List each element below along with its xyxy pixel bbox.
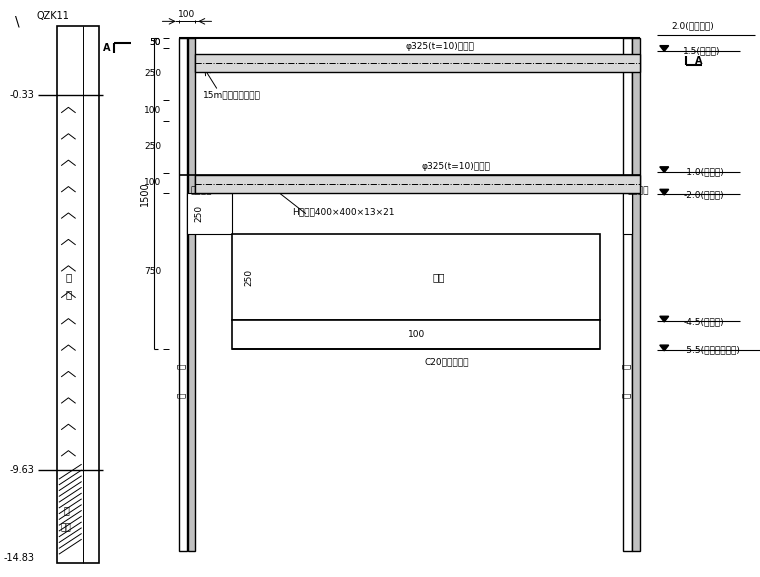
Bar (623, 38, 632, 551)
Text: \: \ (15, 14, 20, 28)
Text: 250: 250 (144, 69, 161, 78)
Text: 砂: 砂 (63, 505, 69, 516)
Text: -9.63: -9.63 (9, 465, 34, 475)
Bar (232, 320, 600, 349)
Text: φ325(t=10)钐支撑: φ325(t=10)钐支撑 (421, 162, 490, 171)
Polygon shape (660, 345, 669, 351)
Text: A: A (695, 55, 702, 66)
Bar (188, 38, 195, 551)
Text: QZK11: QZK11 (36, 10, 70, 21)
Text: 100: 100 (407, 330, 425, 339)
Text: 2.0(钢板顶面): 2.0(钢板顶面) (672, 21, 714, 31)
Bar (623, 193, 632, 234)
Bar (179, 38, 187, 551)
Text: 250: 250 (195, 205, 204, 222)
Text: -4.5(承台底): -4.5(承台底) (683, 317, 724, 326)
Text: 泥: 泥 (65, 289, 71, 299)
Text: 100: 100 (144, 106, 161, 115)
Text: -0.33: -0.33 (9, 90, 34, 100)
Bar (632, 38, 640, 551)
Text: 泥: 泥 (623, 392, 632, 398)
Text: 泥: 泥 (179, 392, 187, 398)
Text: H型钢沿400×400×13×21: H型钢沿400×400×13×21 (293, 207, 395, 216)
Text: 750: 750 (144, 267, 161, 276)
Text: 1.5(内支撑): 1.5(内支撑) (683, 46, 720, 55)
Text: 承台: 承台 (432, 272, 445, 282)
Polygon shape (660, 46, 669, 51)
Text: -1.0(内支撑): -1.0(内支撑) (683, 167, 724, 177)
Bar (187, 193, 232, 234)
Bar (57, 26, 99, 563)
Text: 1500: 1500 (140, 181, 150, 205)
Text: 100: 100 (144, 178, 161, 188)
Polygon shape (660, 316, 669, 322)
Polygon shape (660, 167, 669, 173)
Text: A: A (103, 43, 110, 53)
Text: 报椅级配: 报椅级配 (627, 186, 648, 195)
Text: -14.83: -14.83 (3, 553, 34, 563)
Text: 250: 250 (144, 142, 161, 151)
Text: 50: 50 (150, 38, 161, 47)
Text: 淤: 淤 (179, 364, 187, 369)
Text: φ325(t=10)钐支撑: φ325(t=10)钐支撑 (406, 42, 475, 51)
Text: 淤: 淤 (623, 364, 632, 369)
Bar (83, 26, 98, 563)
Text: 250: 250 (244, 268, 253, 286)
Text: 15m长拼式底榔钐框: 15m长拼式底榔钐框 (203, 91, 261, 100)
Text: 50: 50 (150, 38, 161, 47)
Text: 100: 100 (179, 10, 195, 19)
Text: C20处底混凝土: C20处底混凝土 (424, 357, 469, 366)
Text: -5.5(处底混凝土底): -5.5(处底混凝土底) (683, 346, 740, 355)
Text: 淤: 淤 (65, 272, 71, 282)
Bar (232, 234, 600, 320)
Bar (195, 175, 640, 193)
Text: 报椅级配: 报椅级配 (191, 186, 212, 195)
Text: 卵土: 卵土 (61, 523, 71, 533)
Polygon shape (660, 189, 669, 195)
Bar (195, 54, 640, 72)
Text: -2.0(承台顶): -2.0(承台顶) (683, 190, 724, 199)
